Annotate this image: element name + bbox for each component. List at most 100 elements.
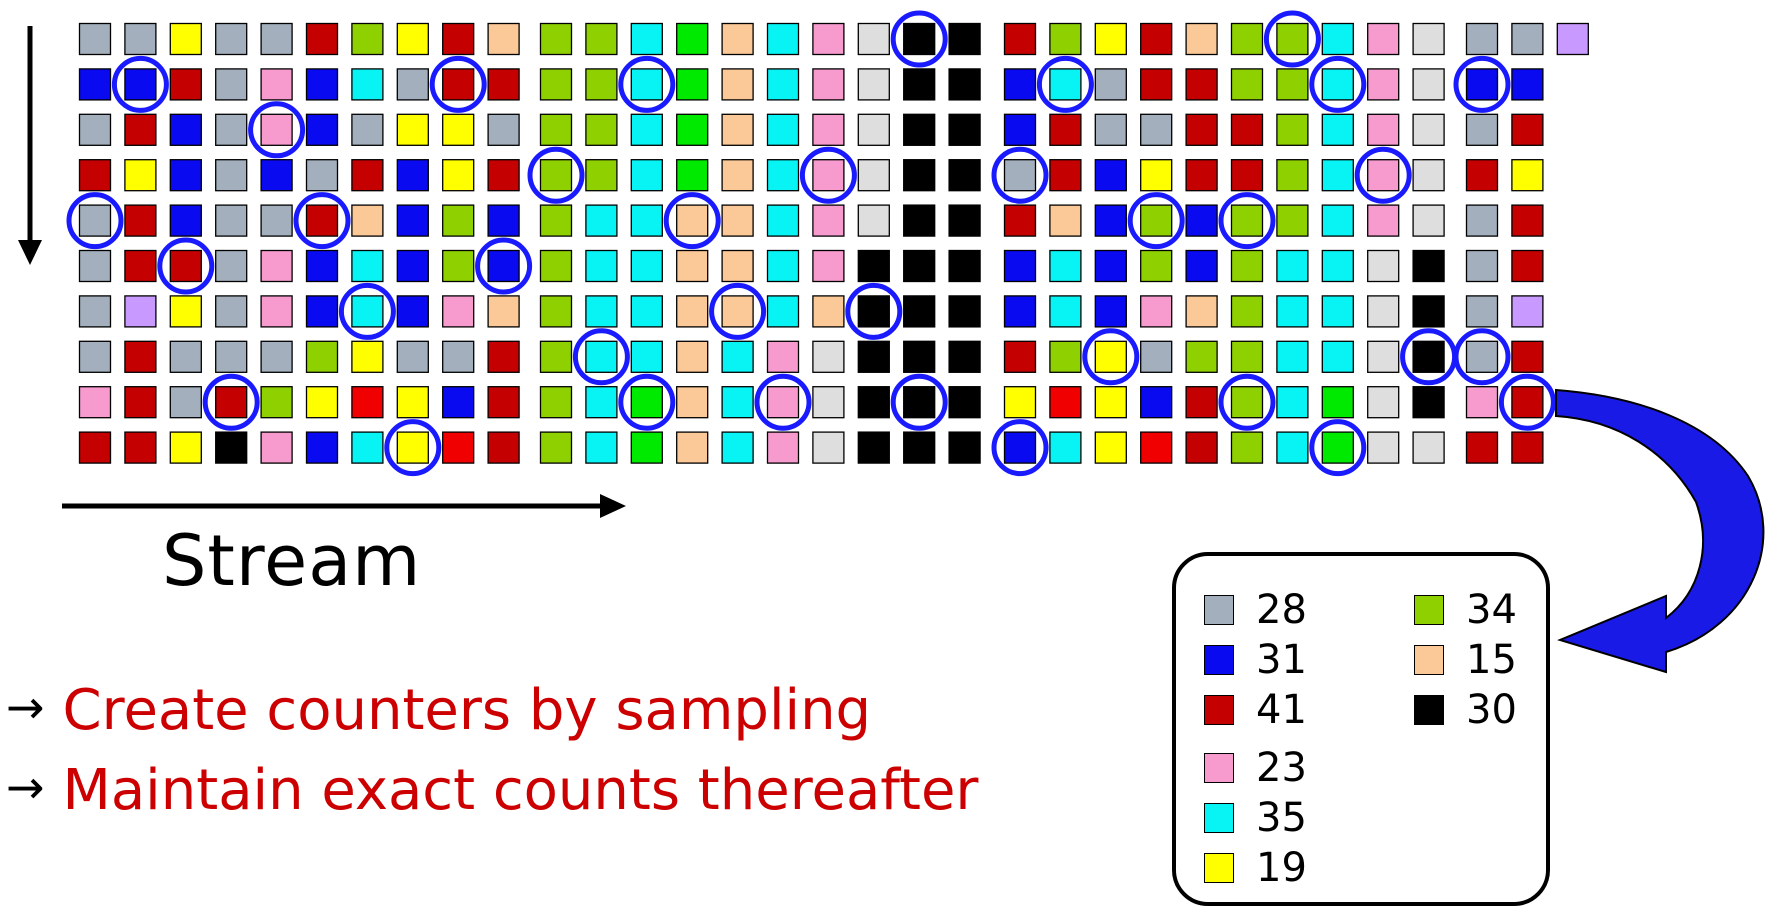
stream-item: [124, 386, 157, 419]
stream-item: [676, 295, 709, 328]
stream-item: [1140, 431, 1173, 464]
stream-item: [78, 431, 112, 464]
stream-item: [1412, 295, 1445, 328]
sample-ring: [1453, 55, 1511, 113]
stream-item: [1185, 204, 1218, 237]
stream-item: [78, 159, 112, 192]
stream-item: [1367, 204, 1400, 237]
stream-item: [812, 295, 845, 328]
stream-item: [948, 295, 981, 328]
stream-item: [260, 22, 293, 56]
stream-item: [812, 204, 845, 237]
stream-item: [721, 22, 754, 56]
stream-item: [1465, 340, 1499, 373]
stream-item: [721, 295, 754, 328]
stream-item: [169, 204, 202, 237]
stream-item: [78, 204, 112, 237]
stream-item: [585, 295, 618, 328]
stream-item: [1412, 431, 1445, 464]
stream-item: [857, 431, 890, 464]
vertical-arrowhead: [18, 240, 42, 265]
stream-item: [169, 249, 202, 283]
stream-item: [1230, 431, 1264, 464]
legend-count: 34: [1466, 587, 1517, 633]
legend-entry: 30: [1414, 690, 1517, 730]
legend-swatch: [1204, 853, 1234, 883]
stream-item: [305, 386, 339, 419]
stream-item: [1465, 204, 1499, 237]
stream-item: [169, 431, 202, 464]
stream-item: [766, 22, 800, 56]
stream-item: [351, 249, 384, 283]
stream-item: [442, 68, 475, 101]
stream-item: [1511, 295, 1544, 328]
stream-item: [948, 113, 981, 146]
stream-item: [1465, 22, 1499, 56]
legend-swatch: [1204, 645, 1234, 675]
stream-item: [487, 159, 520, 192]
stream-item: [1321, 113, 1354, 146]
stream-item: [1511, 159, 1544, 192]
stream-item: [1094, 386, 1127, 419]
stream-item: [676, 386, 709, 419]
sample-ring: [1309, 419, 1367, 477]
stream-item: [585, 249, 618, 283]
stream-item: [766, 340, 800, 373]
stream-item: [857, 204, 890, 237]
stream-item: [1465, 249, 1499, 283]
stream-item: [812, 113, 845, 146]
stream-item: [1185, 340, 1218, 373]
stream-item: [948, 431, 981, 464]
stream-item: [215, 113, 248, 146]
stream-item: [442, 295, 475, 328]
stream-item: [442, 340, 475, 373]
stream-item: [1140, 295, 1173, 328]
stream-item: [169, 340, 202, 373]
stream-item: [903, 431, 936, 464]
stream-item: [1412, 204, 1445, 237]
stream-item: [1185, 295, 1218, 328]
stream-item: [721, 386, 754, 419]
stream-item: [1049, 22, 1082, 56]
stream-item: [169, 295, 202, 328]
legend-entry: 35: [1204, 798, 1307, 838]
stream-item: [812, 386, 845, 419]
stream-item: [124, 22, 157, 56]
stream-item: [78, 249, 112, 283]
stream-item: [1185, 113, 1218, 146]
legend-entry: 28: [1204, 590, 1307, 630]
legend-swatch: [1204, 695, 1234, 725]
stream-item: [1276, 68, 1309, 101]
stream-item: [169, 22, 202, 56]
stream-item: [676, 22, 709, 56]
stream-item: [1465, 386, 1499, 419]
stream-item: [903, 68, 936, 101]
stream-item: [1465, 68, 1499, 101]
stream-item: [903, 204, 936, 237]
stream-item: [585, 68, 618, 101]
stream-item: [169, 386, 202, 419]
stream-item: [1511, 249, 1544, 283]
stream-item: [215, 249, 248, 283]
stream-label: Stream: [162, 520, 422, 602]
stream-item: [396, 22, 429, 56]
stream-item: [630, 68, 663, 101]
stream-item: [396, 159, 429, 192]
stream-item: [812, 249, 845, 283]
stream-item: [1049, 386, 1082, 419]
stream-item: [1511, 68, 1544, 101]
stream-item: [1321, 68, 1354, 101]
stream-item: [1367, 295, 1400, 328]
arrow-icon: →: [6, 680, 45, 734]
stream-item: [1412, 249, 1445, 283]
stream-item: [351, 22, 384, 56]
stream-item: [1465, 295, 1499, 328]
legend-swatch: [1414, 595, 1444, 625]
stream-item: [1321, 159, 1354, 192]
stream-item: [766, 386, 800, 419]
bullet-create-counters: → Create counters by sampling: [6, 678, 871, 743]
stream-item: [1230, 386, 1264, 419]
stream-item: [442, 204, 475, 237]
stream-item: [630, 431, 663, 464]
